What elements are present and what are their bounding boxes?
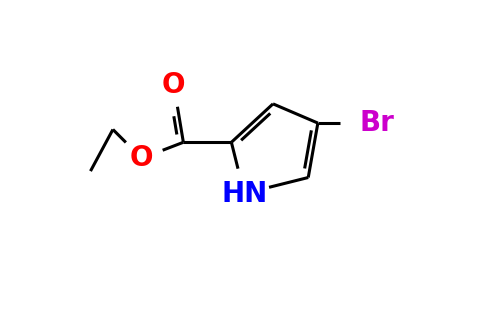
Text: O: O (130, 144, 153, 172)
Text: O: O (162, 71, 186, 99)
Text: HN: HN (221, 180, 268, 207)
Text: Br: Br (360, 109, 394, 137)
